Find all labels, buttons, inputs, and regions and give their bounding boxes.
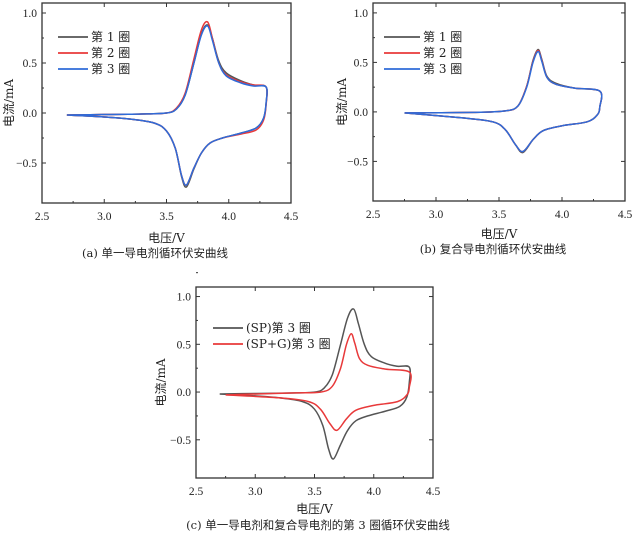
x-tick-label: 4.0 (555, 209, 570, 221)
y-axis-label: 电流/mA (2, 79, 16, 127)
y-axis-label: 电流/mA (154, 358, 168, 406)
y-tick-label: 1.0 (23, 8, 38, 20)
x-tick-label: 3.0 (429, 209, 444, 221)
plot-frame (41, 2, 292, 204)
plot-frame (372, 2, 626, 202)
x-tick-label: 3.0 (97, 211, 112, 223)
series-line-0 (219, 308, 412, 460)
x-tick-label: 4.0 (222, 211, 237, 223)
x-tick-label: 4.5 (618, 209, 633, 221)
x-tick-label: 3.5 (492, 209, 507, 221)
chart-panel-1: 2.5 3.0 3.5 4.0 4.5 −0.5 0.0 0.5 1.0 电压/V 电流/mA 第 1… (335, 2, 633, 256)
legend-label: (SP+G)第 3 圈 (246, 337, 331, 351)
legend-label: 第 1 圈 (91, 30, 130, 44)
figure-caption: (c) 单一导电剂和复合导电剂的第 3 圈循环伏安曲线 (186, 518, 450, 532)
chart-panel-0: 2.5 3.0 3.5 4.0 4.5 −0.5 0.0 0.5 1.0 电压/V 电流/mA 第 1… (2, 2, 299, 260)
x-tick-label: 3.5 (159, 211, 174, 223)
x-tick-label: 4.5 (284, 211, 299, 223)
y-tick-label: −0.5 (347, 156, 368, 168)
chart-panel-2: 2.5 3.0 3.5 4.0 4.5 −0.5 0.0 0.5 1.0 电压/V 电流/mA (SP… (154, 272, 450, 532)
x-tick-label: 2.5 (189, 486, 204, 498)
y-tick-label: 0.0 (177, 387, 192, 399)
x-tick-label: 2.5 (366, 209, 381, 221)
y-tick-label: 0.5 (177, 339, 192, 351)
x-axis-label: 电压/V (481, 227, 518, 241)
figure-caption: (a) 单一导电剂循环伏安曲线 (82, 246, 228, 260)
y-tick-label: 1.0 (354, 8, 369, 20)
y-tick-label: 0.0 (354, 107, 369, 119)
series-line-2 (66, 25, 268, 186)
x-tick-label: 3.0 (248, 486, 263, 498)
x-tick-label: 3.5 (307, 486, 322, 498)
series-line-1 (225, 333, 412, 432)
y-axis-label: 电流/mA (335, 78, 349, 126)
x-axis-label: 电压/V (148, 231, 185, 245)
y-tick-label: 0.5 (354, 57, 369, 69)
legend-label: 第 2 圈 (91, 46, 130, 60)
y-tick-label: −0.5 (16, 158, 37, 170)
legend-label: (SP)第 3 圈 (246, 321, 311, 335)
x-axis-label: 电压/V (296, 502, 333, 516)
x-tick-label: 2.5 (35, 211, 50, 223)
x-tick-label: 4.0 (367, 486, 382, 498)
legend-label: 第 3 圈 (91, 62, 130, 76)
y-tick-label: 0.5 (23, 58, 38, 70)
series-line-2 (404, 50, 603, 153)
y-tick-label: 1.0 (177, 292, 192, 304)
figure-caption: (b) 复合导电剂循环伏安曲线 (420, 242, 567, 256)
x-tick-label: 4.5 (426, 486, 441, 498)
y-tick-label: −0.5 (170, 435, 191, 447)
legend-label: 第 1 圈 (423, 30, 462, 44)
plot-frame (195, 286, 434, 479)
legend-label: 第 2 圈 (423, 46, 462, 60)
y-tick-label: 0.0 (23, 108, 38, 120)
legend-label: 第 3 圈 (423, 62, 462, 76)
